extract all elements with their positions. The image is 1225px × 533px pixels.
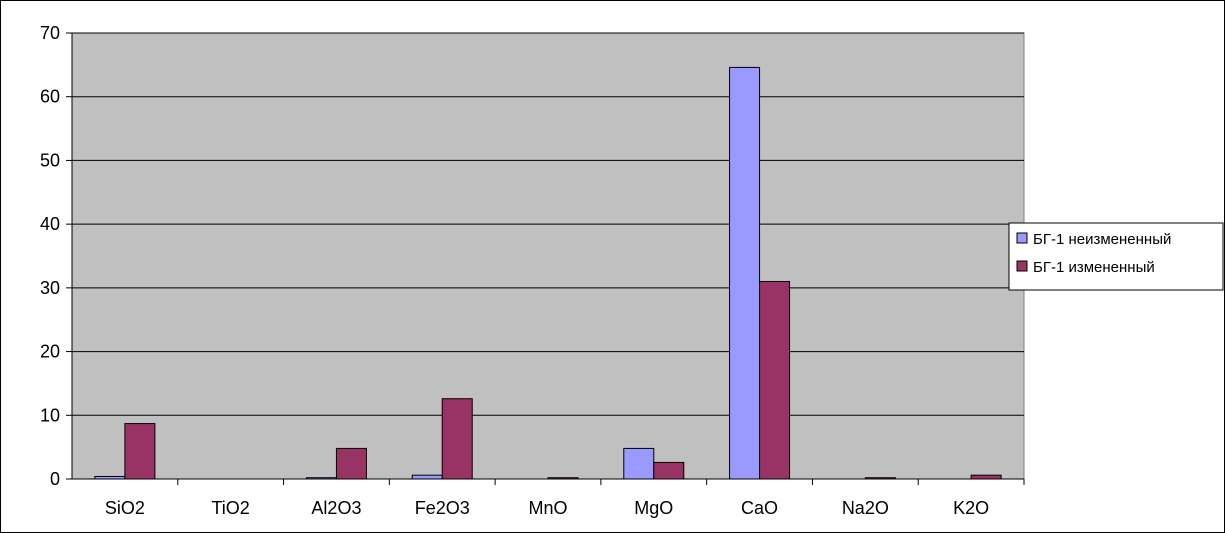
bar-fe2o3-series-2 — [441, 398, 473, 480]
x-tick-label: Na2O — [842, 498, 889, 518]
legend-label-series-2: БГ-1 измененный — [1033, 259, 1155, 276]
y-tick-label: 10 — [40, 405, 60, 425]
legend-box — [1008, 222, 1224, 291]
y-tick-label: 30 — [40, 278, 60, 298]
legend-swatch-series-2 — [1016, 260, 1028, 272]
plot-area — [71, 32, 1025, 480]
bar-k2o-series-2 — [970, 474, 1002, 480]
bars — [94, 66, 1002, 480]
bar-mgo-series-1 — [623, 447, 655, 480]
bar-sio2-series-2 — [124, 423, 156, 480]
x-tick-label: K2O — [953, 498, 989, 518]
bar-cao-series-1 — [729, 66, 761, 480]
gridlines — [72, 32, 1024, 416]
x-tick-label: Al2O3 — [311, 498, 361, 518]
legend: БГ-1 неизмененный БГ-1 измененный — [1008, 222, 1224, 291]
y-tick-label: 70 — [40, 23, 60, 43]
bar-fe2o3-series-1 — [411, 474, 443, 480]
y-tick-label: 20 — [40, 342, 60, 362]
x-tick-label: SiO2 — [105, 498, 145, 518]
y-tick-label: 50 — [40, 150, 60, 170]
legend-swatch-series-1 — [1016, 232, 1028, 244]
bar-cao-series-2 — [759, 280, 791, 480]
y-tick-label: 60 — [40, 87, 60, 107]
y-tick-label: 0 — [50, 469, 60, 489]
x-tick-label: MnO — [528, 498, 567, 518]
axes: 0 10 20 30 40 50 60 70 SiO2 TiO2 Al2O3 Fe2O3 MnO MgO C… — [40, 23, 1025, 518]
x-tick-label: MgO — [634, 498, 673, 518]
x-tick-label: TiO2 — [211, 498, 249, 518]
legend-label-series-1: БГ-1 неизмененный — [1033, 231, 1171, 248]
x-tick-label: CaO — [741, 498, 778, 518]
x-tick-label: Fe2O3 — [415, 498, 470, 518]
bar-al2o3-series-2 — [335, 447, 367, 480]
y-tick-label: 40 — [40, 214, 60, 234]
bar-mgo-series-2 — [653, 461, 685, 480]
